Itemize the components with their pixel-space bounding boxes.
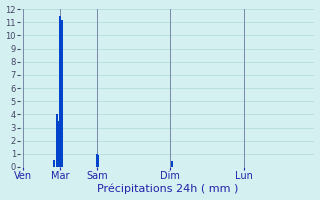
Bar [171,161,173,167]
Bar [98,155,99,167]
Bar [96,154,98,167]
Bar [56,114,58,167]
Bar [61,20,62,167]
Bar [59,16,61,167]
Bar [53,160,55,167]
Bar [58,121,60,167]
X-axis label: Précipitations 24h ( mm ): Précipitations 24h ( mm ) [97,184,238,194]
